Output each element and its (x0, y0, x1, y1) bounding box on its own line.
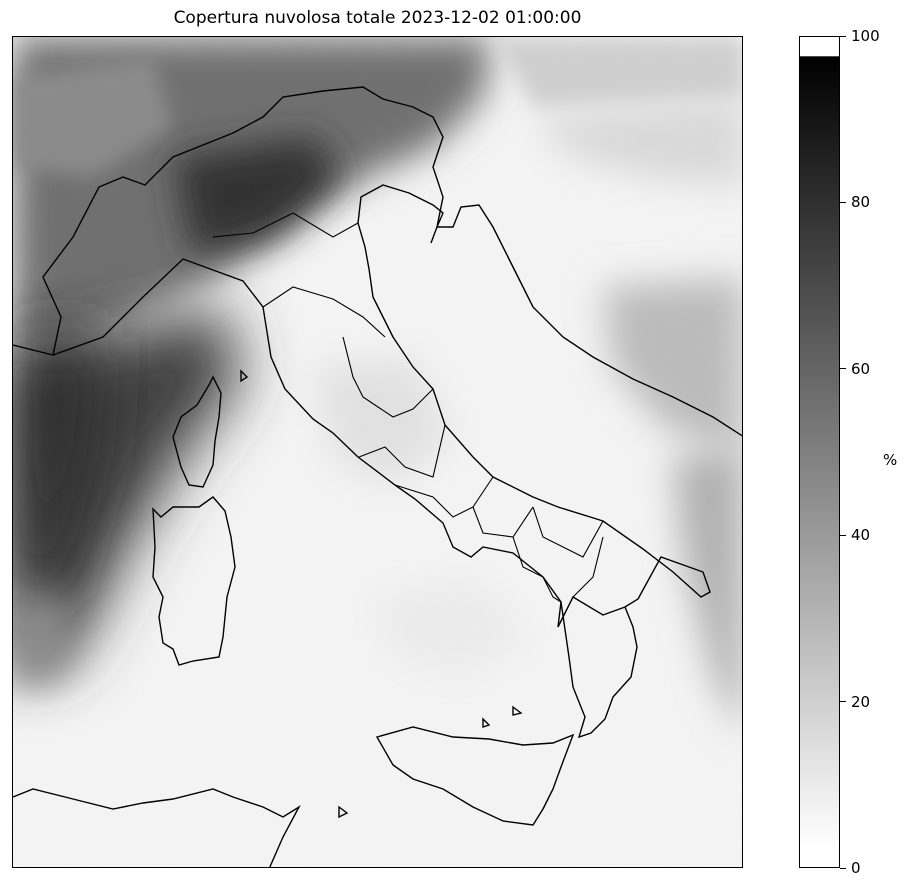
colorbar-tick-label: 100 (851, 28, 880, 44)
colorbar-tick-label: 80 (851, 194, 870, 210)
colorbar (799, 36, 840, 868)
colorbar-tick-label: 20 (851, 694, 870, 710)
colorbar-unit-label: % (883, 451, 897, 469)
colorbar-tick (840, 535, 846, 536)
map-canvas (13, 37, 743, 868)
map-title: Copertura nuvolosa totale 2023-12-02 01:… (12, 8, 743, 28)
colorbar-tick-label: 0 (851, 860, 861, 876)
colorbar-tick (840, 202, 846, 203)
colorbar-tick (840, 868, 846, 869)
cloud-cover-map (12, 36, 743, 868)
colorbar-tick-label: 40 (851, 527, 870, 543)
colorbar-tick (840, 368, 846, 369)
cloud-field (13, 37, 743, 868)
colorbar-tick (840, 701, 846, 702)
colorbar-tick (840, 36, 846, 37)
colorbar-tick-label: 60 (851, 361, 870, 377)
